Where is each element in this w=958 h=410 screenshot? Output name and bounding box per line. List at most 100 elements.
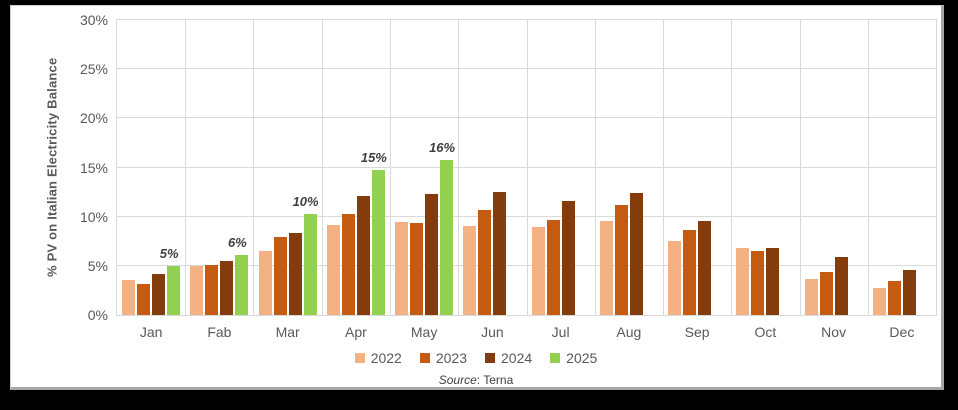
gridline-vertical [867,20,869,315]
bar-2024 [152,273,166,315]
y-axis-tick-label: 5% [87,257,108,274]
legend-label: 2023 [435,350,467,366]
x-axis-tick-label: Dec [889,324,915,340]
gridline-vertical [253,20,255,315]
x-axis-tick-label: Jun [481,324,504,340]
bar-group: 16% [390,20,458,315]
bar-2023 [341,213,355,315]
bar-2023 [614,204,628,315]
y-axis-tick-label: 0% [87,307,108,323]
x-axis-tick-label: Apr [344,324,367,340]
legend: 2022 2023 2024 2025 [11,350,941,366]
bar-2022 [736,248,750,315]
x-axis-tick-label: Oct [754,324,777,340]
source-value: : Terna [476,373,514,387]
bar-group [731,20,799,315]
bar-2023 [887,280,901,315]
bar-group [800,20,868,315]
y-axis-tick-label: 30% [79,12,108,28]
x-axis-tick-label: Aug [616,324,642,340]
bar-2023 [751,251,765,315]
bar-2023 [478,209,492,315]
x-axis-tick-label: Mar [275,324,300,340]
plot-area: 0% 5% 10% 15% 20% 25% 30% 5% Jan 6% Fab 10% Mar 15% Ap… [80,12,937,340]
bar-2024 [288,233,302,315]
chart-panel: % PV on Italian Electricity Balance 0% 5%… [10,5,944,390]
bar-2024 [766,248,780,315]
legend-label: 2024 [501,350,533,366]
gridline-vertical [389,20,391,315]
y-axis-tick-label: 15% [79,159,108,176]
bar-2022 [190,265,204,315]
bar-2024 [902,269,916,315]
bar-group [663,20,731,315]
legend-swatch [354,353,365,363]
bar-group [868,20,936,315]
bar-2022 [668,241,682,315]
x-axis-tick-label: Fab [207,324,232,340]
gridline-vertical [799,20,801,315]
bar-2022 [258,251,272,315]
bar-2025 [235,255,249,315]
legend-item-2025: 2025 [550,350,597,366]
x-axis-tick-label: Nov [821,324,847,340]
bar-2024 [834,256,848,315]
bar-2024 [356,196,370,315]
x-axis-tick-label: Sep [684,324,710,340]
source-note: Source: Terna [11,373,941,387]
legend-item-2022: 2022 [354,350,402,366]
bar-2024 [561,200,575,315]
bar-group: 15% [322,20,390,315]
bar-2025 [167,265,181,315]
bar-2025 [303,213,317,315]
data-label: 6% [227,235,247,251]
x-axis-tick-label: May [410,324,438,340]
bar-2023 [819,271,833,315]
y-axis-tick-label: 10% [79,208,108,225]
bar-2024 [425,194,439,315]
bar-2024 [493,192,507,315]
y-axis-tick-label: 25% [79,61,108,78]
legend-label: 2022 [370,350,402,366]
legend-label: 2025 [566,350,598,366]
bar-2022 [395,221,409,315]
bar-2022 [122,279,136,315]
bar-2024 [629,193,643,315]
gridline-vertical [526,20,528,315]
bar-group: 6% [185,20,253,315]
bar-2023 [205,264,219,315]
data-label: 15% [360,150,387,166]
bar-2022 [599,220,613,315]
bar-2023 [410,222,424,315]
legend-swatch [485,353,495,363]
gridline-vertical [458,20,460,315]
gridline-vertical [185,20,187,315]
legend-item-2024: 2024 [485,350,532,366]
bar-group: 10% [253,20,321,315]
bar-2022 [531,227,545,315]
y-axis-tick-label: 20% [79,110,108,127]
data-label: 16% [429,139,456,155]
gridline-vertical [594,20,596,315]
gridline-vertical [321,20,323,315]
gridline-vertical [731,20,733,315]
bar-2022 [326,224,340,315]
bar-group [595,20,663,315]
bar-2023 [137,283,151,315]
bar-group [458,20,526,315]
legend-swatch [419,353,430,363]
bar-group: 5% [117,20,185,315]
gridline-vertical [662,20,664,315]
legend-swatch [550,353,561,363]
x-axis-tick-label: Jul [551,324,570,340]
bar-2023 [683,230,697,315]
bar-group [527,20,595,315]
source-label: Source [438,373,477,387]
legend-item-2023: 2023 [419,350,467,366]
x-axis-tick-label: Jan [139,324,163,340]
data-label: 10% [292,193,319,209]
bar-2024 [220,260,234,315]
bar-2022 [463,225,477,315]
bar-2022 [804,278,818,315]
bar-2024 [698,220,712,315]
